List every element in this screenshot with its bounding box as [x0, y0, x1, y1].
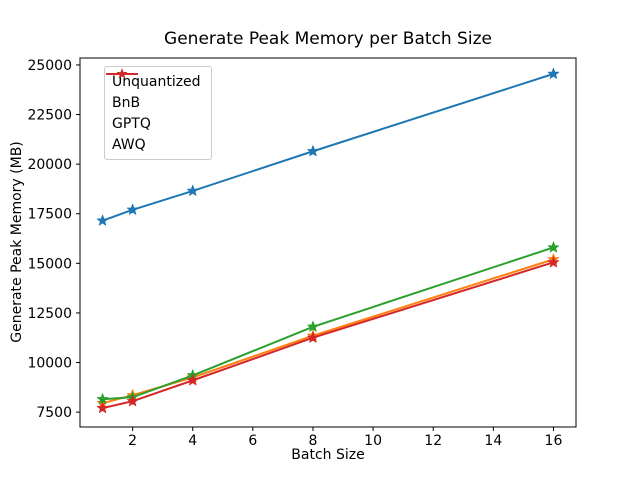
y-tick-label: 7500: [36, 405, 72, 421]
legend-label: Unquantized: [112, 73, 201, 90]
data-point-star-icon: [307, 331, 319, 343]
y-tick-label: 10000: [27, 356, 72, 372]
data-point-star-icon: [96, 402, 109, 414]
x-tick-label: 12: [424, 433, 442, 449]
y-tick-label: 25000: [27, 58, 72, 74]
y-axis-label: Generate Peak Memory (MB): [9, 141, 25, 343]
x-tick-label: 8: [309, 433, 318, 449]
x-tick-label: 10: [364, 433, 382, 449]
y-tick-label: 17500: [27, 207, 72, 223]
data-point-star-icon: [547, 241, 560, 253]
data-point-star-icon: [307, 320, 319, 332]
data-point-star-icon: [96, 393, 109, 405]
x-tick-label: 2: [128, 433, 137, 449]
y-tick-label: 15000: [27, 256, 72, 272]
x-axis-label: Batch Size: [291, 447, 365, 463]
legend-label: GPTQ: [112, 115, 151, 132]
x-tick-label: 4: [188, 433, 197, 449]
legend-entry-bnb: BnB: [106, 68, 201, 113]
plot-spines: [79, 57, 577, 428]
legend-label: AWQ: [112, 136, 146, 153]
data-point-star-icon: [126, 203, 139, 215]
data-point-star-icon: [126, 395, 139, 407]
series-line-bnb: [101, 258, 555, 405]
data-point-star-icon: [187, 374, 199, 386]
legend-label: BnB: [112, 94, 141, 111]
legend-entry-gptq: GPTQ: [106, 68, 201, 134]
x-tick-label: 6: [248, 433, 257, 449]
series-line-awq: [101, 261, 555, 410]
series-line-gptq: [101, 246, 555, 401]
legend: Unquantized BnB GPTQ AWQ: [104, 66, 212, 160]
data-point-star-icon: [547, 256, 560, 268]
y-tick-label: 20000: [27, 157, 72, 173]
data-point-star-icon: [96, 214, 109, 226]
x-tick-label: 16: [545, 433, 563, 449]
legend-line-star-icon: [106, 68, 138, 79]
chart-title: Generate Peak Memory per Batch Size: [164, 29, 492, 49]
data-point-star-icon: [187, 184, 199, 196]
data-point-star-icon: [307, 145, 319, 157]
data-point-star-icon: [547, 67, 560, 79]
y-tick-label: 22500: [27, 108, 72, 124]
y-tick-label: 12500: [27, 306, 72, 322]
x-tick-label: 14: [484, 433, 502, 449]
legend-entry-awq: AWQ: [106, 68, 201, 155]
